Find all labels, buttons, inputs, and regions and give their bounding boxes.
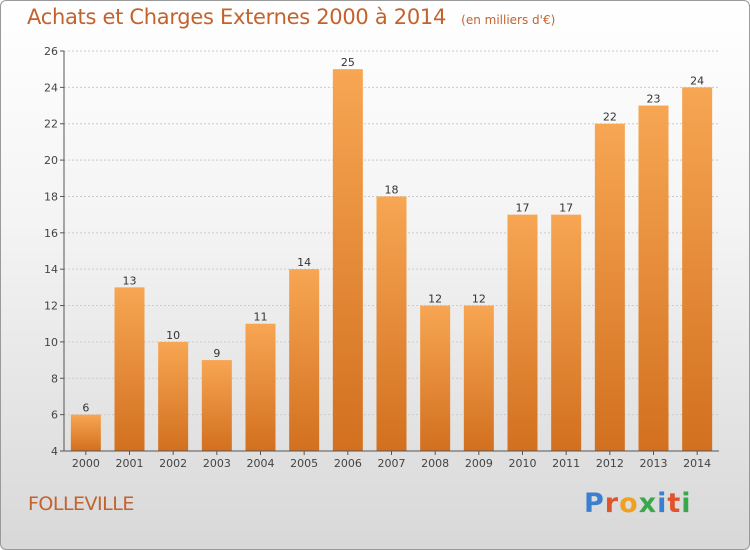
data-label: 23 xyxy=(647,93,661,106)
bar xyxy=(289,269,320,451)
x-tick-label: 2002 xyxy=(159,457,187,470)
axes xyxy=(60,50,719,455)
x-tick-label: 2007 xyxy=(378,457,406,470)
y-tick-label: 22 xyxy=(44,118,58,131)
data-label: 24 xyxy=(690,74,704,87)
city-name: FOLLEVILLE xyxy=(28,493,134,515)
bar xyxy=(507,214,538,451)
chart-title-block: Achats et Charges Externes 2000 à 2014 (… xyxy=(27,5,555,29)
x-tick-label: 2000 xyxy=(72,457,100,470)
data-label: 11 xyxy=(254,311,268,324)
x-tick-label: 2012 xyxy=(596,457,624,470)
y-tick-label: 6 xyxy=(51,409,58,422)
bar xyxy=(551,214,582,451)
y-tick-label: 16 xyxy=(44,227,58,240)
data-label: 13 xyxy=(123,274,137,287)
proxiti-logo[interactable]: Proxiti xyxy=(584,488,692,519)
data-label: 17 xyxy=(516,202,530,215)
x-tick-label: 2009 xyxy=(465,457,493,470)
bar xyxy=(70,414,101,451)
logo-letter: x xyxy=(638,488,658,519)
x-tick-label: 2014 xyxy=(683,457,711,470)
bar xyxy=(245,323,276,451)
x-tick-label: 2004 xyxy=(247,457,275,470)
x-tick-label: 2003 xyxy=(203,457,231,470)
bars xyxy=(70,69,713,452)
y-tick-label: 26 xyxy=(44,45,58,58)
y-tick-label: 4 xyxy=(51,445,58,458)
data-label: 18 xyxy=(385,183,399,196)
data-label: 14 xyxy=(297,256,311,269)
bar xyxy=(158,341,189,451)
labels: 4 6 8 10 12 14 16 18 20 22 24 26 6 2000 13 2001 10 2002 9 2… xyxy=(44,45,711,470)
y-tick-label: 14 xyxy=(44,263,58,276)
chart-unit: (en milliers d'€) xyxy=(461,13,556,27)
y-tick-label: 10 xyxy=(44,336,58,349)
data-label: 17 xyxy=(559,202,573,215)
bar xyxy=(332,69,363,451)
y-tick-label: 20 xyxy=(44,154,58,167)
logo-letter: r xyxy=(604,488,620,519)
x-tick-label: 2011 xyxy=(552,457,580,470)
logo-letter: i xyxy=(681,488,692,519)
y-tick-label: 8 xyxy=(51,372,58,385)
y-tick-label: 12 xyxy=(44,300,58,313)
x-tick-label: 2013 xyxy=(640,457,668,470)
data-label: 6 xyxy=(82,402,89,415)
logo-letter: i xyxy=(657,488,668,519)
bar xyxy=(201,360,232,451)
data-label: 9 xyxy=(213,347,220,360)
data-label: 22 xyxy=(603,111,617,124)
bar xyxy=(114,287,145,451)
y-tick-label: 24 xyxy=(44,81,58,94)
bar xyxy=(376,196,407,451)
chart-title: Achats et Charges Externes 2000 à 2014 xyxy=(27,5,447,29)
x-tick-label: 2008 xyxy=(421,457,449,470)
x-tick-label: 2010 xyxy=(509,457,537,470)
data-label: 12 xyxy=(428,293,442,306)
logo-letter: o xyxy=(619,488,639,519)
data-label: 12 xyxy=(472,293,486,306)
x-tick-label: 2006 xyxy=(334,457,362,470)
x-tick-label: 2001 xyxy=(116,457,144,470)
bar xyxy=(638,105,669,451)
data-label: 10 xyxy=(166,329,180,342)
bar xyxy=(594,123,625,452)
logo-letter: t xyxy=(667,488,682,519)
data-label: 25 xyxy=(341,56,355,69)
bar xyxy=(682,87,713,451)
x-tick-label: 2005 xyxy=(290,457,318,470)
bar xyxy=(420,305,451,451)
logo-letter: P xyxy=(584,488,605,519)
bar xyxy=(463,305,494,451)
y-tick-label: 18 xyxy=(44,190,58,203)
